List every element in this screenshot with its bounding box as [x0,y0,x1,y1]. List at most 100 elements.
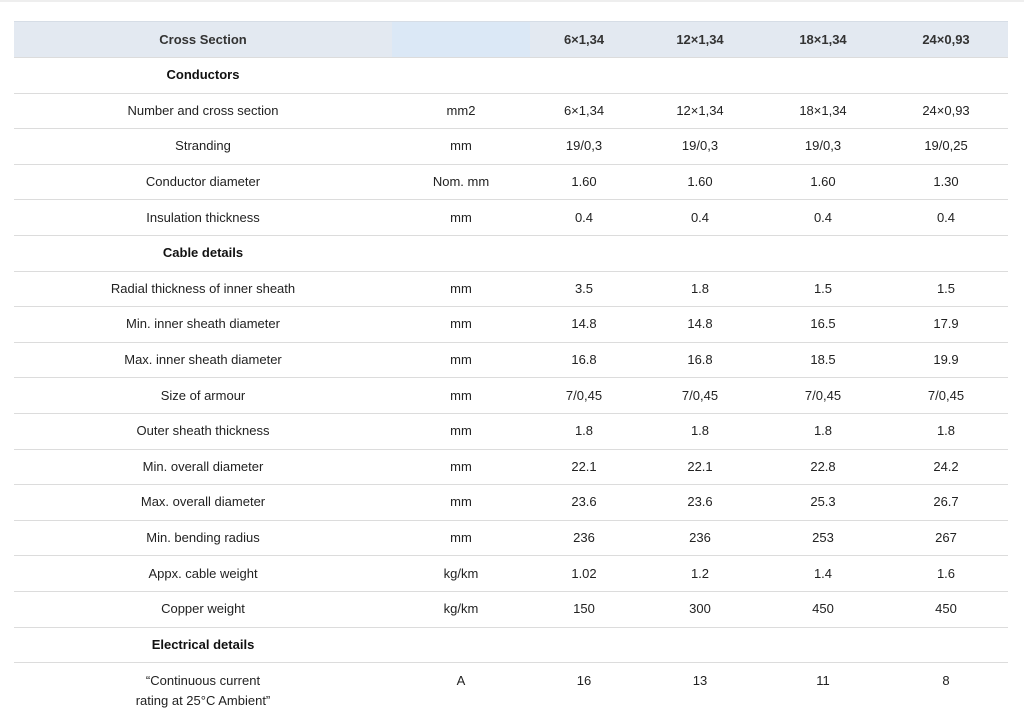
value-cell: 236 [638,520,762,557]
data-row: Radial thickness of inner sheath mm 3.5 1.8… [14,271,1008,308]
empty-cell [884,627,1008,664]
value-cell: 1.8 [762,413,884,450]
row-label: Appx. cable weight [14,555,392,592]
unit-cell: mm [392,484,530,521]
value-cell: 24.2 [884,449,1008,486]
row-label: Max. inner sheath diameter [14,342,392,379]
value-cell: 13 [638,662,762,718]
value-cell: 1.6 [884,555,1008,592]
value-cell: 7/0,45 [638,377,762,414]
value-cell: 0.4 [884,199,1008,236]
value-cell: 7/0,45 [762,377,884,414]
unit-cell: mm [392,271,530,308]
value-cell: 17.9 [884,306,1008,343]
data-row: Stranding mm 19/0,3 19/0,3 19/0,3 19/0,25 [14,128,1008,165]
data-row: Max. inner sheath diameter mm 16.8 16.8 18.5… [14,342,1008,379]
value-cell: 1.5 [762,271,884,308]
unit-cell: mm [392,520,530,557]
unit-cell: mm [392,342,530,379]
value-cell: 236 [530,520,638,557]
value-cell: 16.5 [762,306,884,343]
value-cell: 22.8 [762,449,884,486]
value-cell: 16.8 [530,342,638,379]
section-row: Conductors [14,57,1008,94]
top-divider [0,0,1024,2]
row-label: Min. inner sheath diameter [14,306,392,343]
value-cell: 14.8 [638,306,762,343]
value-cell: 14.8 [530,306,638,343]
unit-cell: mm [392,128,530,165]
value-cell: 0.4 [638,199,762,236]
unit-cell: mm [392,377,530,414]
value-cell: 1.2 [638,555,762,592]
section-row: Cable details [14,235,1008,272]
section-row: Electrical details [14,627,1008,664]
unit-cell: mm [392,449,530,486]
data-row: Copper weight kg/km 150 300 450 450 [14,591,1008,628]
value-cell: 1.8 [638,413,762,450]
value-cell: 18×1,34 [762,93,884,130]
header-cell: 12×1,34 [638,21,762,58]
row-label: Outer sheath thickness [14,413,392,450]
unit-cell: mm2 [392,93,530,130]
empty-cell [638,57,762,94]
value-cell: 7/0,45 [884,377,1008,414]
row-label: Insulation thickness [14,199,392,236]
value-cell: 450 [762,591,884,628]
value-cell: 1.4 [762,555,884,592]
empty-cell [392,235,530,272]
unit-cell: kg/km [392,555,530,592]
unit-cell: mm [392,413,530,450]
unit-cell: A [392,662,530,718]
empty-cell [392,627,530,664]
value-cell: 450 [884,591,1008,628]
value-cell: 300 [638,591,762,628]
row-label: Conductor diameter [14,164,392,201]
row-label: Number and cross section [14,93,392,130]
value-cell: 25.3 [762,484,884,521]
row-label: Min. bending radius [14,520,392,557]
value-cell: 1.8 [530,413,638,450]
value-cell: 1.60 [530,164,638,201]
empty-cell [530,57,638,94]
unit-cell: Nom. mm [392,164,530,201]
section-title: Electrical details [14,627,392,664]
value-cell: 23.6 [638,484,762,521]
unit-cell: kg/km [392,591,530,628]
value-cell: 3.5 [530,271,638,308]
empty-cell [530,627,638,664]
empty-cell [530,235,638,272]
header-cell: 24×0,93 [884,21,1008,58]
value-cell: 24×0,93 [884,93,1008,130]
value-cell: 19/0,3 [762,128,884,165]
unit-cell: mm [392,306,530,343]
row-label: Size of armour [14,377,392,414]
section-title: Conductors [14,57,392,94]
header-blank-cell [392,21,530,58]
value-cell: 0.4 [762,199,884,236]
data-row: Insulation thickness mm 0.4 0.4 0.4 0.4 [14,199,1008,236]
empty-cell [762,627,884,664]
value-cell: 12×1,34 [638,93,762,130]
header-cell: 6×1,34 [530,21,638,58]
value-cell: 26.7 [884,484,1008,521]
data-row: Number and cross section mm2 6×1,34 12×1,34… [14,93,1008,130]
value-cell: 0.4 [530,199,638,236]
data-row: Min. bending radius mm 236 236 253 267 [14,520,1008,557]
value-cell: 19/0,25 [884,128,1008,165]
value-cell: 19/0,3 [530,128,638,165]
value-cell: 16.8 [638,342,762,379]
value-cell: 1.8 [884,413,1008,450]
header-cell: Cross Section [14,21,392,58]
value-cell: 1.60 [638,164,762,201]
data-row: Appx. cable weight kg/km 1.02 1.2 1.4 1.6 [14,555,1008,592]
header-row: Cross Section 6×1,34 12×1,34 18×1,34 24×0,93 [14,21,1008,58]
header-cell: 18×1,34 [762,21,884,58]
value-cell: 23.6 [530,484,638,521]
data-row: “Continuous current rating at 25°C Ambie… [14,662,1008,718]
value-cell: 267 [884,520,1008,557]
value-cell: 253 [762,520,884,557]
row-label: Max. overall diameter [14,484,392,521]
value-cell: 1.02 [530,555,638,592]
